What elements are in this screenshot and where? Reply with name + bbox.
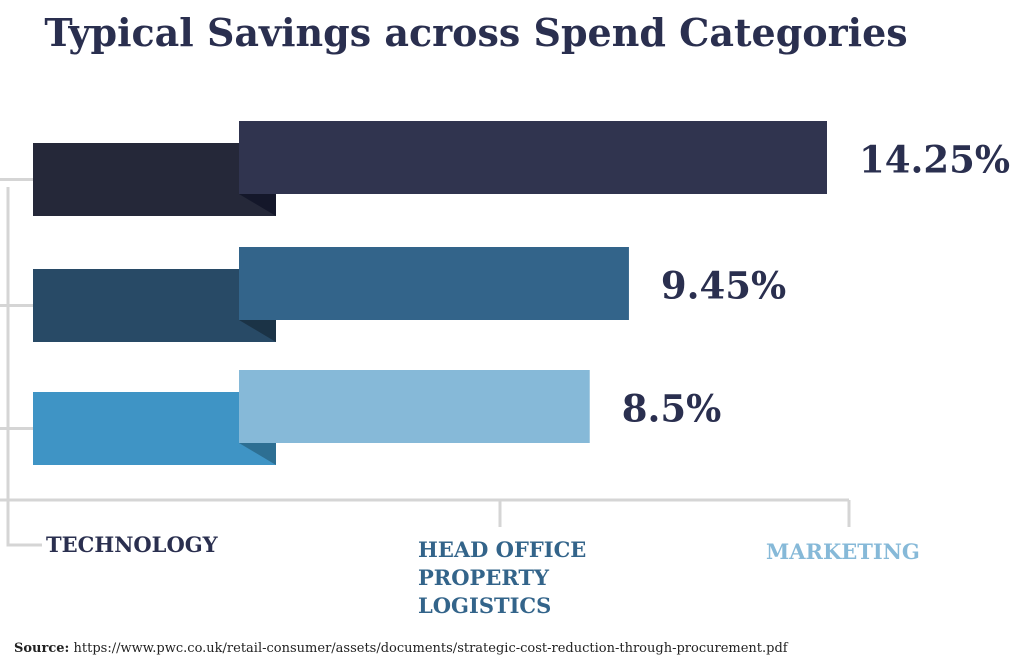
source-note: Source: https://www.pwc.co.uk/retail-con… (14, 641, 788, 656)
bar-tab (33, 143, 276, 216)
bar-value-label: 8.5% (622, 387, 722, 431)
bar (239, 247, 629, 320)
category-label-line: HEAD OFFICE (418, 537, 587, 562)
bar-value-label: 14.25% (859, 138, 1010, 182)
axis-vertical-line (6, 187, 42, 547)
category-label-head-office: HEAD OFFICE PROPERTY LOGISTICS (418, 536, 586, 620)
category-label-marketing: MARKETING (766, 538, 920, 566)
bars: 14.25% 9.45% 8.5% (33, 121, 1010, 465)
category-label-line: MARKETING (766, 539, 920, 564)
bar-tab (33, 392, 276, 465)
bar-tab (33, 269, 276, 342)
category-label-technology: TECHNOLOGY (46, 531, 218, 559)
axis-frame (0, 178, 851, 547)
bar-fold (239, 194, 276, 216)
category-label-line: TECHNOLOGY (46, 532, 218, 557)
bar-fold (239, 443, 276, 465)
source-label: Source: (14, 641, 70, 656)
bar-fold (239, 320, 276, 342)
bar (239, 370, 590, 443)
bar-value-label: 9.45% (661, 264, 786, 308)
category-label-line: LOGISTICS (418, 593, 552, 618)
bar (239, 121, 827, 194)
chart-title: Typical Savings across Spend Categories (44, 10, 908, 55)
category-label-line: PROPERTY (418, 565, 550, 590)
source-url: https://www.pwc.co.uk/retail-consumer/as… (73, 641, 788, 656)
